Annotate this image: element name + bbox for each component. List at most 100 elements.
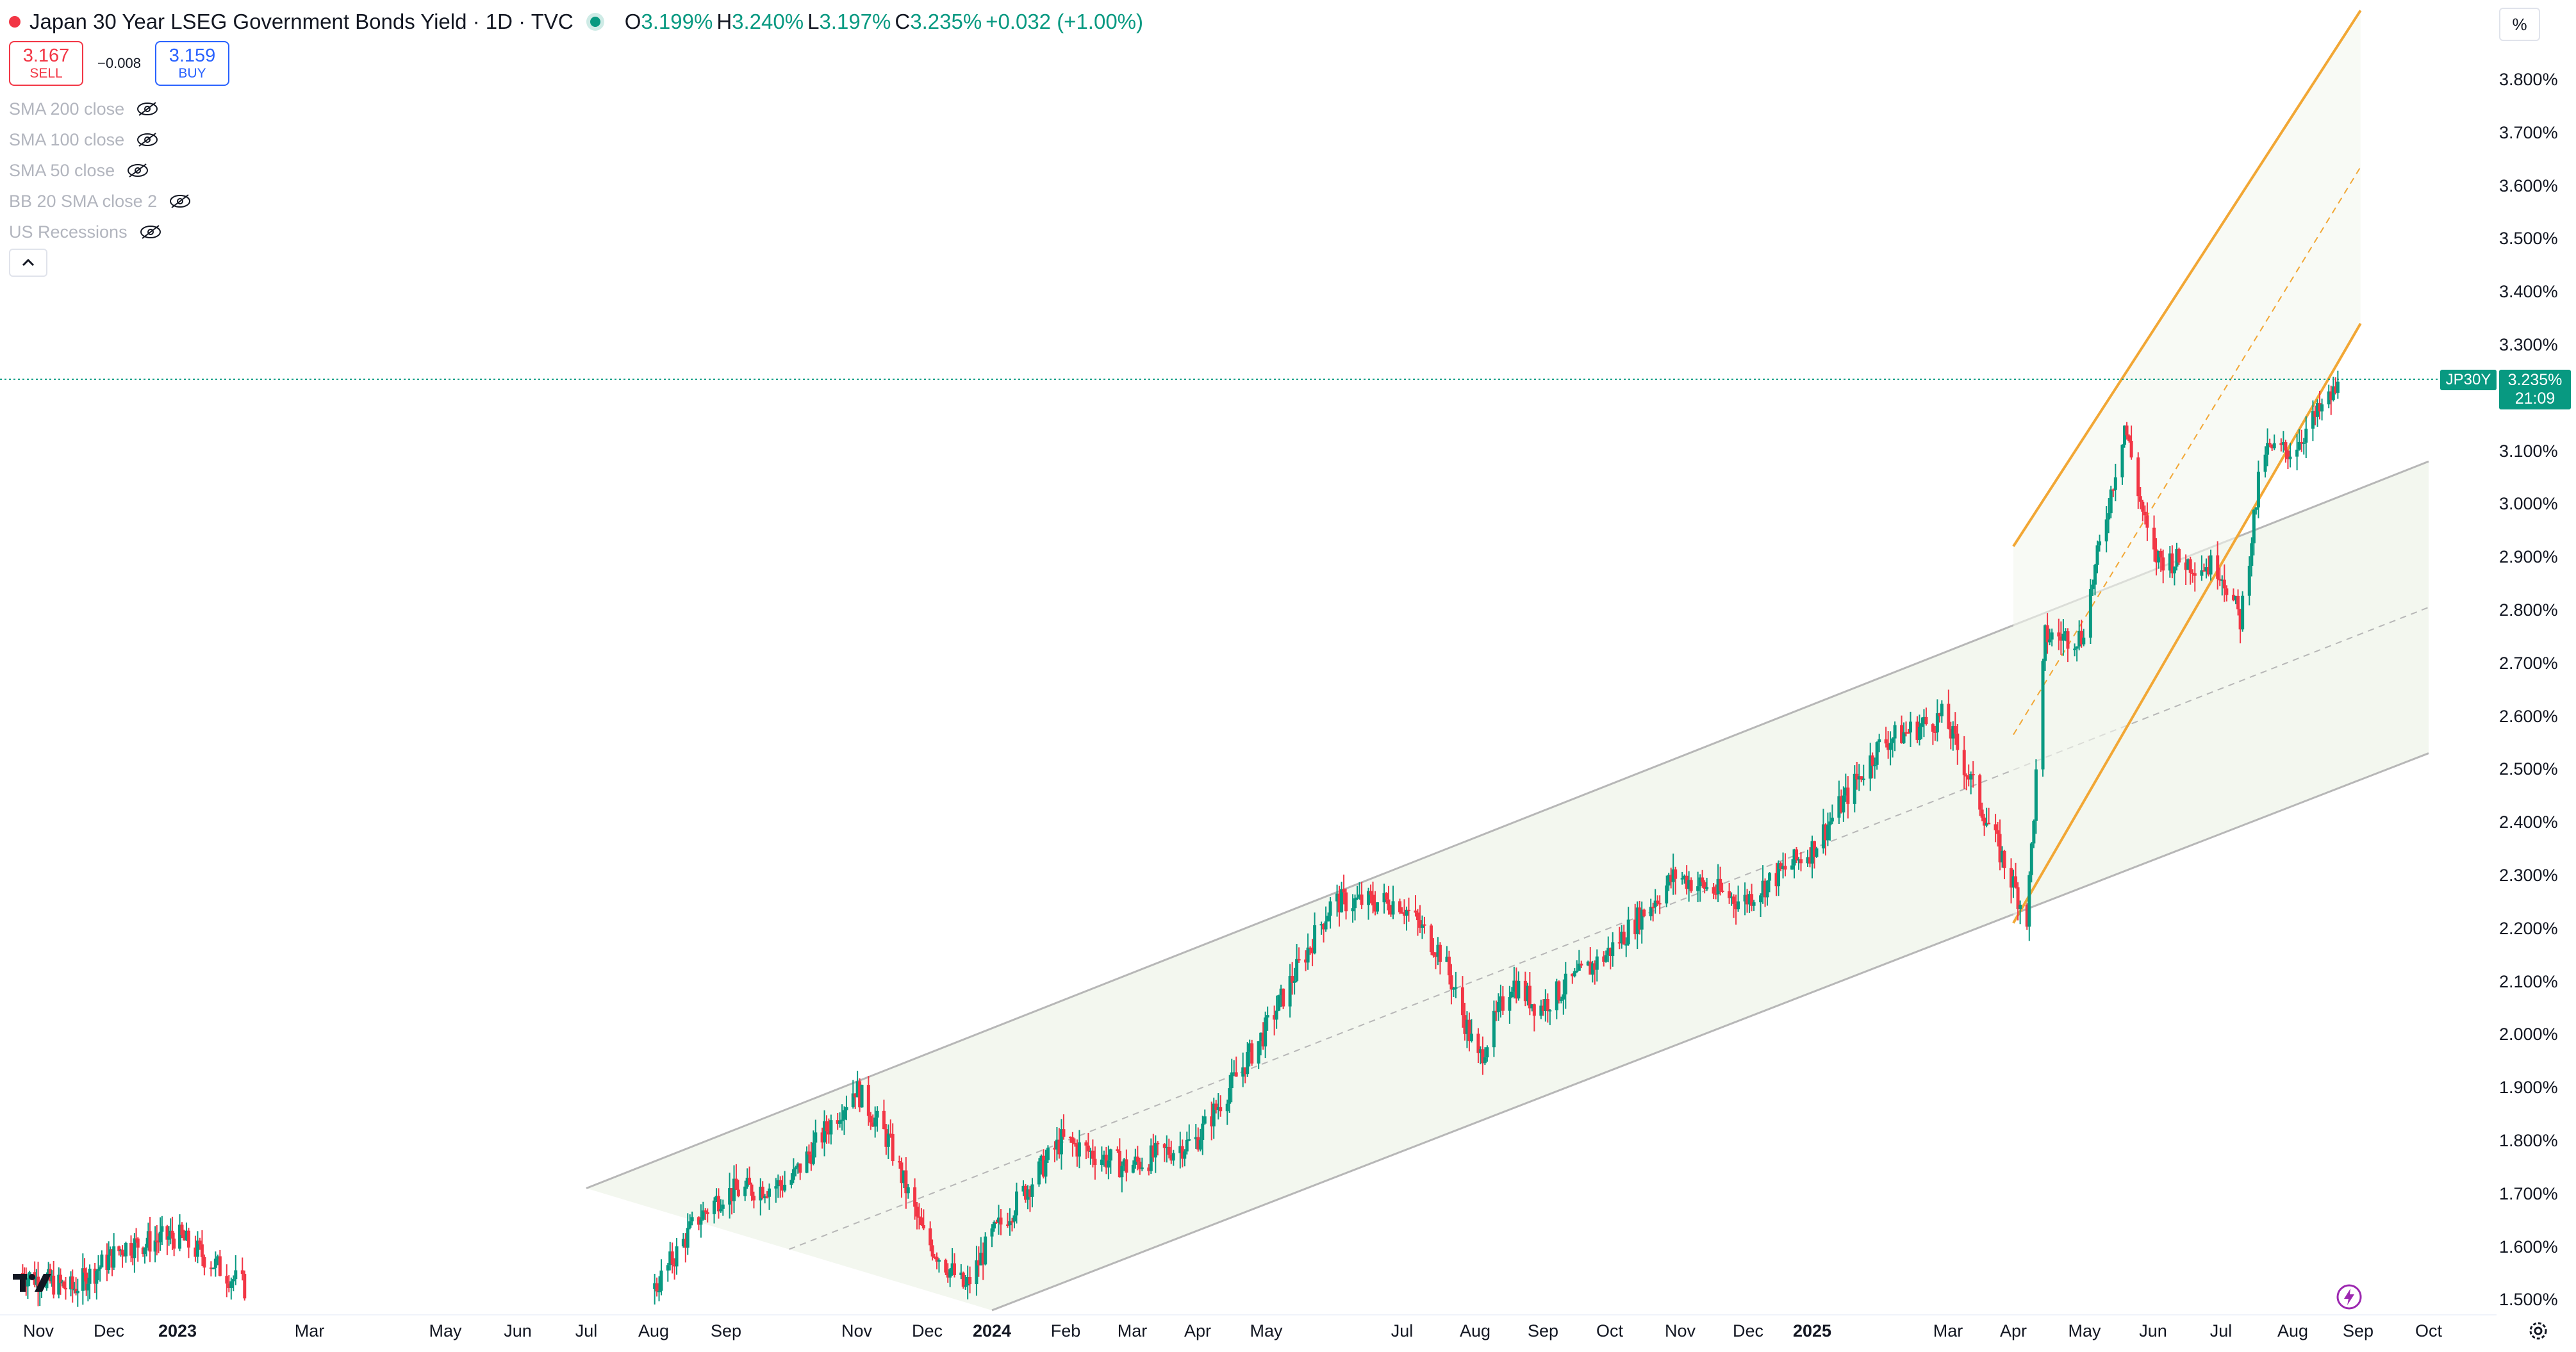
candle-body xyxy=(2029,843,2033,875)
candle-body xyxy=(1026,1189,1030,1200)
candle-body xyxy=(1398,901,1402,912)
candle-body xyxy=(1402,912,1406,916)
candle-body xyxy=(1005,1224,1009,1226)
candle-body xyxy=(156,1241,160,1243)
candle-body xyxy=(124,1242,128,1257)
buy-price: 3.159 xyxy=(169,45,216,66)
candle-body xyxy=(917,1216,921,1218)
time-tick-label: Apr xyxy=(1184,1321,1212,1340)
candle-body xyxy=(52,1275,56,1295)
candle-body xyxy=(734,1178,738,1190)
candle-body xyxy=(776,1180,780,1187)
candle-body xyxy=(684,1239,688,1248)
candle-body xyxy=(1328,901,1332,916)
candle-body xyxy=(1705,887,1709,889)
price-tick-label: 1.600% xyxy=(2499,1237,2558,1257)
sell-button[interactable]: 3.167 SELL xyxy=(9,41,83,86)
candle-body xyxy=(26,1278,29,1287)
candle-body xyxy=(1228,1088,1232,1104)
candle-body xyxy=(2045,625,2049,643)
candle-body xyxy=(1185,1139,1189,1152)
candle-body xyxy=(1580,963,1583,966)
candle-body xyxy=(1996,830,2000,834)
time-tick-label: May xyxy=(429,1321,462,1340)
indicator-sma200[interactable]: SMA 200 close xyxy=(9,94,192,124)
drawing-channels-layer xyxy=(586,10,2429,1312)
candle-body xyxy=(1447,957,1451,976)
candle-body xyxy=(1243,1067,1247,1075)
candle-body xyxy=(1808,857,1812,864)
candle-body xyxy=(805,1151,809,1173)
time-tick-label: Mar xyxy=(1933,1321,1963,1340)
candle-body xyxy=(930,1245,934,1257)
indicator-sma50[interactable]: SMA 50 close xyxy=(9,155,192,186)
candle-body xyxy=(1264,1017,1267,1047)
tradingview-logo[interactable] xyxy=(12,1270,56,1296)
candle-body xyxy=(69,1276,73,1290)
candle-body xyxy=(1041,1155,1045,1177)
candle-body xyxy=(791,1169,795,1180)
hidden-eye-icon[interactable] xyxy=(136,132,159,147)
candle-body xyxy=(1438,944,1442,962)
candle-body xyxy=(2157,550,2161,563)
candle-body xyxy=(935,1257,939,1262)
candle-body xyxy=(218,1256,222,1276)
candle-body xyxy=(714,1196,718,1201)
candle-body xyxy=(2216,555,2220,579)
hidden-eye-icon[interactable] xyxy=(126,163,149,178)
candle-body xyxy=(697,1217,700,1225)
candle-body xyxy=(1933,731,1937,733)
price-tick-label: 3.800% xyxy=(2499,70,2558,89)
collapse-legend-button[interactable] xyxy=(9,249,47,277)
candle-body xyxy=(827,1131,830,1135)
lightning-icon[interactable] xyxy=(2336,1283,2363,1310)
indicator-bollinger[interactable]: BB 20 SMA close 2 xyxy=(9,186,192,217)
candle-body xyxy=(60,1282,64,1283)
candle-body xyxy=(745,1178,749,1187)
candle-body xyxy=(1763,880,1767,898)
candle-body xyxy=(732,1178,736,1201)
time-tick-label: Mar xyxy=(294,1321,325,1340)
indicator-sma100[interactable]: SMA 100 close xyxy=(9,124,192,155)
percent-scale-button[interactable]: % xyxy=(2499,8,2540,41)
indicator-us-recessions[interactable]: US Recessions xyxy=(9,217,192,247)
candle-body xyxy=(1734,903,1738,910)
candle-body xyxy=(1826,825,1829,841)
candle-body xyxy=(2334,386,2338,393)
candle-body xyxy=(1277,995,1281,1011)
candle-body xyxy=(1590,963,1594,975)
candle-body xyxy=(1225,1103,1229,1112)
candle-body xyxy=(1737,901,1740,910)
candle-body xyxy=(1194,1137,1198,1140)
candle-body xyxy=(165,1226,169,1240)
candle-body xyxy=(1451,988,1455,990)
hidden-eye-icon[interactable] xyxy=(139,224,162,240)
candle-body xyxy=(659,1270,663,1291)
candle-body xyxy=(820,1132,824,1142)
hidden-eye-icon[interactable] xyxy=(169,194,192,209)
candle-body xyxy=(86,1283,90,1290)
channel-fill xyxy=(2013,10,2361,923)
hidden-eye-icon[interactable] xyxy=(136,101,159,117)
candle-body xyxy=(1821,824,1825,849)
candle-body xyxy=(855,1081,859,1098)
candle-body xyxy=(1162,1144,1166,1148)
gear-icon[interactable] xyxy=(2527,1320,2549,1342)
candle-body xyxy=(131,1255,135,1258)
candle-body xyxy=(1353,898,1357,909)
candle-body xyxy=(716,1196,720,1212)
candle-body xyxy=(2313,411,2317,417)
candle-body xyxy=(2284,442,2288,451)
candle-body xyxy=(2091,584,2095,589)
candle-body xyxy=(136,1238,140,1248)
symbol-title[interactable]: Japan 30 Year LSEG Government Bonds Yiel… xyxy=(29,10,574,33)
time-tick-label: Jul xyxy=(2209,1321,2233,1340)
candle-body xyxy=(1266,1015,1269,1018)
buy-button[interactable]: 3.159 BUY xyxy=(155,41,229,86)
candle-body xyxy=(1953,726,1957,734)
candle-body xyxy=(906,1187,910,1194)
candle-body xyxy=(2019,904,2022,909)
candle-body xyxy=(2202,570,2206,572)
candle-body xyxy=(1257,1041,1260,1064)
